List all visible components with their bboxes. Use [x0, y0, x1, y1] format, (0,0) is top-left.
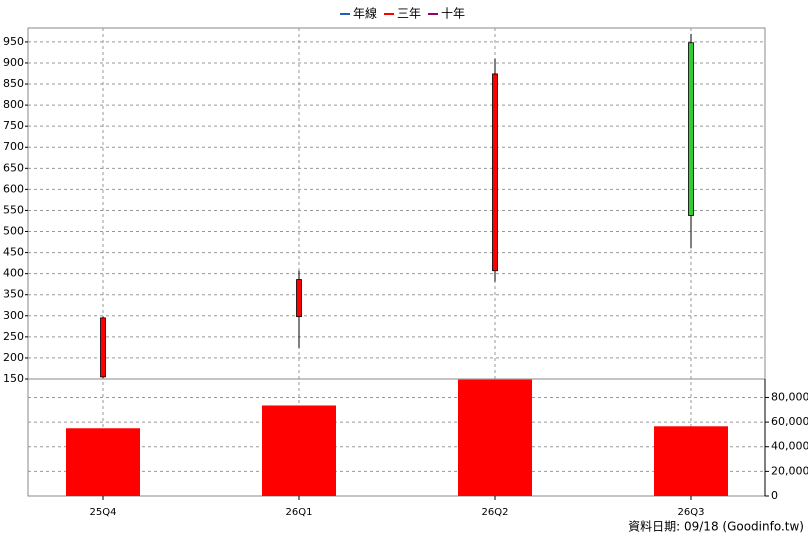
y-tick-label: 450: [3, 246, 24, 259]
legend-label: 三年: [397, 7, 421, 21]
y2-tick-label: 20,000: [771, 464, 808, 477]
y2-tick-label: 0: [771, 489, 778, 502]
y-tick-label: 750: [3, 119, 24, 132]
y2-tick-label: 80,000: [771, 390, 808, 403]
y-tick-label: 550: [3, 203, 24, 216]
x-tick-label: 26Q3: [678, 507, 705, 518]
x-tick-label: 26Q2: [482, 507, 509, 518]
volume-bar: [458, 379, 532, 496]
volume-bar: [262, 405, 336, 496]
y-tick-label: 950: [3, 35, 24, 48]
plot-area: [27, 27, 766, 497]
y-tick-label: 700: [3, 140, 24, 153]
y-tick-label: 900: [3, 56, 24, 69]
candle-body: [296, 279, 302, 318]
legend-label: 十年: [441, 7, 465, 21]
candle-body: [492, 73, 498, 272]
y2-tick-label: 60,000: [771, 415, 808, 428]
x-tick-label: 26Q1: [286, 507, 313, 518]
y-tick-label: 200: [3, 351, 24, 364]
y-tick-label: 500: [3, 225, 24, 238]
y-tick-label: 350: [3, 288, 24, 301]
y2-tick-label: 40,000: [771, 440, 808, 453]
y-tick-label: 650: [3, 161, 24, 174]
volume-bar: [654, 426, 728, 496]
candle-body: [100, 317, 106, 378]
x-tick-label: 25Q4: [90, 507, 117, 518]
y-tick-label: 250: [3, 330, 24, 343]
legend-label: 年線: [353, 6, 377, 21]
candle-body: [688, 42, 694, 216]
volume-bar: [66, 428, 140, 496]
y-tick-label: 600: [3, 182, 24, 195]
y-tick-label: 150: [3, 372, 24, 385]
y-tick-label: 800: [3, 98, 24, 111]
y-tick-label: 850: [3, 77, 24, 90]
footnote: 資料日期: 09/18 (Goodinfo.tw): [628, 520, 804, 534]
y-tick-label: 300: [3, 309, 24, 322]
y-tick-label: 400: [3, 267, 24, 280]
